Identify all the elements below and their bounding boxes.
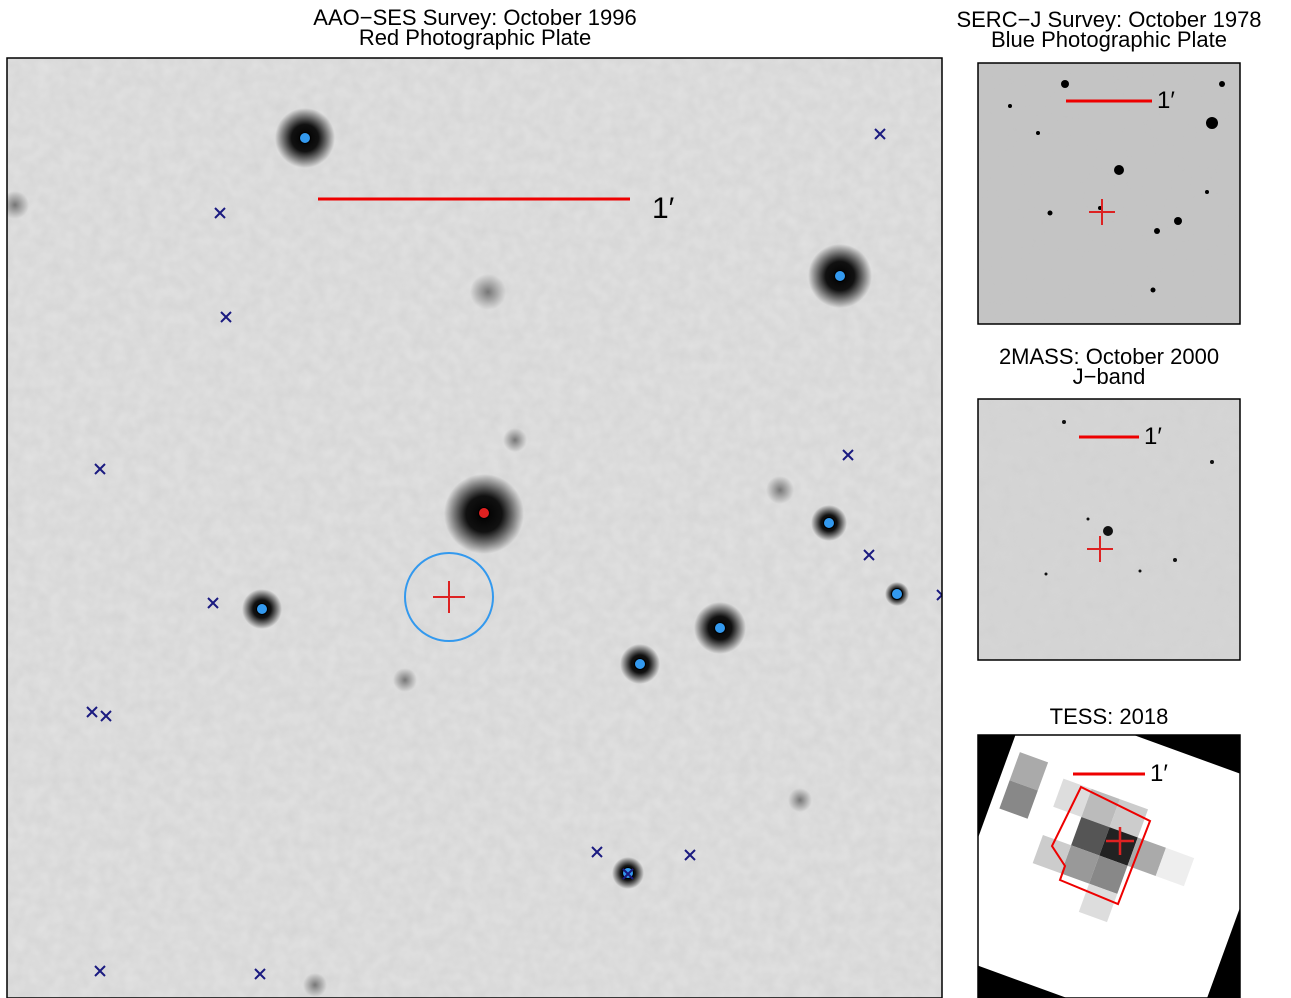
tess-image <box>978 735 1240 998</box>
faint-star <box>788 788 812 812</box>
star <box>1205 190 1209 194</box>
panel-title: 2MASS: October 2000 <box>999 344 1219 369</box>
panel-title: Red Photographic Plate <box>359 25 591 50</box>
cross-marker <box>591 846 603 858</box>
scale-label: 1′ <box>652 192 675 225</box>
faint-star <box>470 274 506 310</box>
source-marker <box>634 658 646 670</box>
cross-marker <box>936 589 942 601</box>
scale-label: 1′ <box>1150 760 1168 787</box>
star <box>1047 210 1053 216</box>
source-marker <box>891 588 903 600</box>
target-cross <box>1087 536 1113 562</box>
target-cross <box>1106 827 1134 855</box>
cross-marker <box>220 311 232 323</box>
star <box>1086 517 1090 521</box>
serc-image <box>977 62 1241 325</box>
panel-title: AAO−SES Survey: October 1996 <box>313 5 636 30</box>
star <box>1044 572 1048 576</box>
cross-marker <box>874 128 886 140</box>
panel-title: Blue Photographic Plate <box>991 27 1227 52</box>
star <box>1210 460 1214 464</box>
star <box>1219 81 1225 87</box>
star <box>1062 420 1066 424</box>
main-image <box>7 58 942 998</box>
panel-title: SERC−J Survey: October 1978 <box>956 7 1261 32</box>
star <box>1036 131 1040 135</box>
target-cross <box>433 581 465 613</box>
cross-marker <box>100 710 112 722</box>
star <box>1173 558 1177 562</box>
target-marker <box>478 507 490 519</box>
cross-marker <box>254 968 266 980</box>
star <box>1154 228 1160 234</box>
cross-marker <box>214 207 226 219</box>
star <box>1138 569 1142 573</box>
frame <box>977 734 1241 998</box>
source-marker <box>834 270 846 282</box>
cross-marker <box>622 868 634 880</box>
panel-title: J−band <box>1073 364 1146 389</box>
target-cross <box>1089 199 1115 225</box>
star <box>1206 117 1218 129</box>
faint-star <box>303 973 327 997</box>
cross-marker <box>684 849 696 861</box>
cross-marker <box>94 965 106 977</box>
faint-star <box>503 428 527 452</box>
star <box>1008 104 1012 108</box>
scale-label: 1′ <box>1144 423 1162 450</box>
target-circle <box>404 552 494 642</box>
cross-marker <box>842 449 854 461</box>
cross-marker <box>86 706 98 718</box>
cross-marker <box>94 463 106 475</box>
source-marker <box>823 517 835 529</box>
star <box>1103 526 1113 536</box>
star <box>1061 80 1069 88</box>
twomass-image <box>977 398 1241 661</box>
panel-title: TESS: 2018 <box>1050 704 1169 729</box>
faint-star <box>766 476 794 504</box>
star <box>1150 287 1156 293</box>
source-marker <box>256 603 268 615</box>
cross-marker <box>863 549 875 561</box>
frame <box>6 57 943 998</box>
star <box>1174 217 1182 225</box>
star <box>1114 165 1124 175</box>
faint-star <box>7 191 29 219</box>
source-marker <box>714 622 726 634</box>
faint-star <box>393 668 417 692</box>
cross-marker <box>207 597 219 609</box>
source-marker <box>299 132 311 144</box>
scale-label: 1′ <box>1157 87 1175 114</box>
